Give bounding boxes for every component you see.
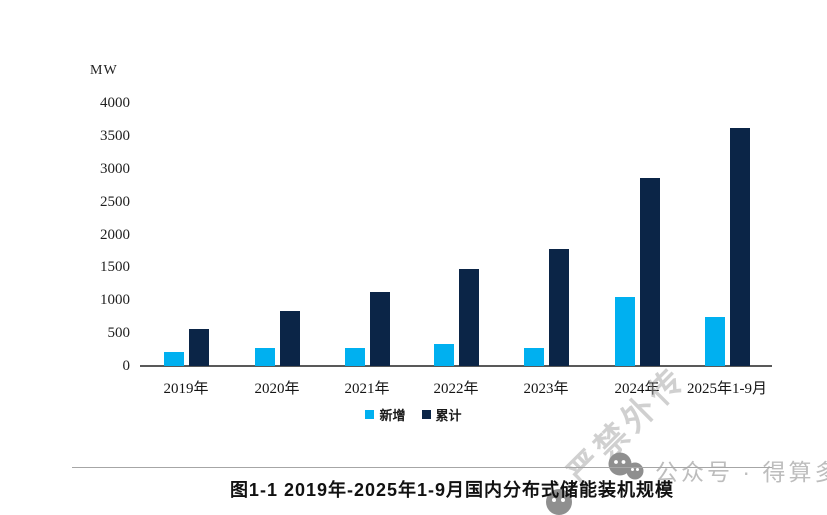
legend-swatch (365, 410, 375, 419)
x-axis-label: 2024年 (614, 381, 660, 397)
bar-新增-2022年 (433, 343, 454, 366)
y-tick-label: 1500 (100, 259, 130, 276)
x-axis-label: 2021年 (344, 381, 390, 397)
bar-新增-2019年 (163, 351, 184, 366)
y-tick-label: 2500 (100, 193, 130, 210)
y-tick-label: 4000 (100, 95, 130, 111)
bar-累计-2019年 (188, 328, 209, 366)
y-axis-unit-label: MW (90, 63, 118, 78)
legend-item-累计: 累计 (421, 405, 462, 424)
bar-累计-2022年 (458, 268, 479, 366)
bar-新增-2020年 (254, 347, 275, 366)
y-tick-label: 3500 (100, 127, 130, 144)
x-axis-line (140, 365, 772, 367)
caption-divider (72, 467, 772, 468)
x-axis-label: 2025年1-9月 (687, 381, 767, 397)
chart-legend: 新增 累计 (0, 405, 827, 424)
bar-累计-2020年 (279, 310, 300, 366)
legend-swatch (421, 410, 431, 419)
bar-新增-2023年 (523, 347, 544, 366)
y-tick-label: 2000 (100, 226, 130, 243)
bar-新增-2021年 (344, 347, 365, 366)
bar-累计-2024年 (639, 177, 660, 366)
legend-label: 累计 (435, 408, 462, 423)
x-axis-label: 2023年 (523, 381, 569, 397)
y-tick-label: 500 (107, 325, 131, 342)
watermark-account-text: 公众号 · 得算多 (655, 458, 827, 485)
bar-新增-2024年 (614, 296, 635, 366)
y-tick-label: 0 (122, 358, 131, 374)
x-axis-label: 2022年 (433, 381, 479, 397)
y-tick-label: 3000 (100, 160, 130, 177)
bar-累计-2021年 (369, 291, 390, 366)
y-tick-label: 1000 (100, 292, 130, 309)
legend-label: 新增 (379, 408, 406, 423)
bar-累计-2025年1-9月 (729, 127, 750, 366)
bar-累计-2023年 (548, 248, 569, 366)
watermark-account-row: 公众号 · 得算多 (605, 452, 827, 487)
wechat-icon (605, 452, 647, 487)
x-axis-label: 2020年 (254, 381, 300, 397)
legend-item-新增: 新增 (365, 405, 406, 424)
bar-新增-2025年1-9月 (704, 316, 725, 366)
x-axis-label: 2019年 (163, 381, 209, 397)
figure-caption: 图1-1 2019年-2025年1-9月国内分布式储能装机规模 (229, 480, 675, 500)
